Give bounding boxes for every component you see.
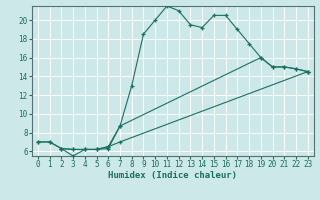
X-axis label: Humidex (Indice chaleur): Humidex (Indice chaleur): [108, 171, 237, 180]
